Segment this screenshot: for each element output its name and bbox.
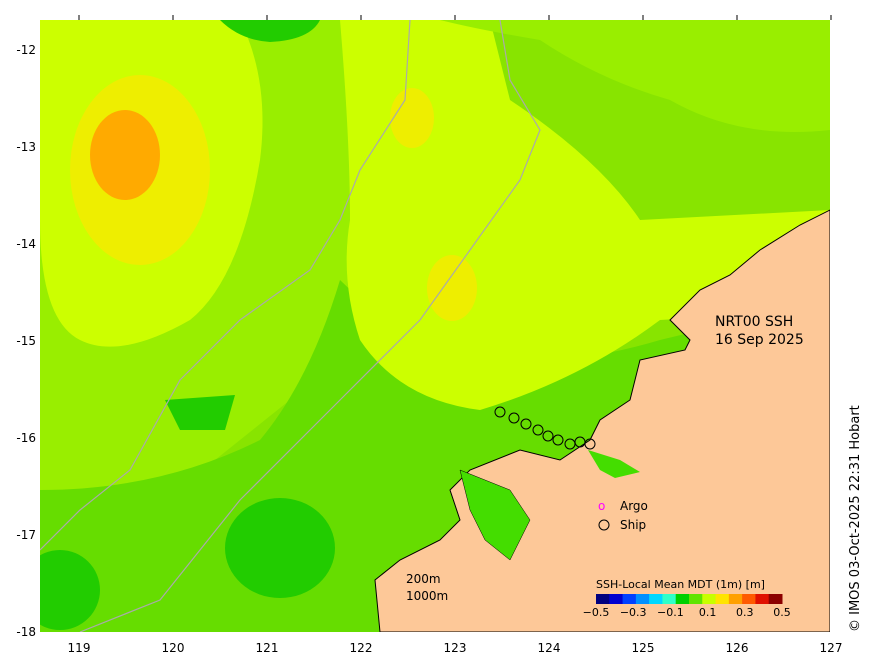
x-tick-label: 121 bbox=[256, 641, 279, 655]
y-tick-label: -17 bbox=[16, 528, 36, 542]
ssh-contour-yellow-small bbox=[427, 255, 477, 321]
colorbar-swatch bbox=[742, 594, 756, 604]
colorbar-tick-label: −0.1 bbox=[657, 606, 684, 619]
ssh-contour-orange bbox=[90, 110, 160, 200]
y-tick-label: -18 bbox=[16, 625, 36, 639]
bathymetry-label-200: 200m bbox=[406, 572, 441, 586]
y-tick-label: -16 bbox=[16, 431, 36, 445]
ship-track bbox=[494, 406, 596, 450]
x-tick-label: 124 bbox=[538, 641, 561, 655]
map-panel: NRT00 SSH 16 Sep 2025 o Argo Ship 200m 1… bbox=[40, 20, 830, 632]
colorbar-swatch bbox=[728, 594, 743, 604]
colorbar-swatch bbox=[689, 594, 703, 604]
colorbar-swatch bbox=[649, 594, 663, 604]
map-title-line2: 16 Sep 2025 bbox=[715, 332, 804, 348]
colorbar-swatch bbox=[662, 594, 677, 604]
ssh-low-north bbox=[220, 20, 320, 42]
platform-legend: o Argo Ship bbox=[598, 499, 648, 532]
colorbar-tick-label: 0.1 bbox=[699, 606, 717, 619]
y-tick-label: -12 bbox=[16, 43, 36, 57]
colorbar-swatch bbox=[675, 594, 690, 604]
y-tick-label: -14 bbox=[16, 237, 36, 251]
ssh-contour-yellow-north bbox=[390, 88, 434, 148]
x-tick-label: 122 bbox=[350, 641, 373, 655]
colorbar-swatch bbox=[702, 594, 717, 604]
ssh-low-mid bbox=[165, 395, 235, 430]
colorbar-swatch bbox=[596, 594, 610, 604]
map-title-line1: NRT00 SSH bbox=[715, 314, 793, 330]
imos-credit: © IMOS 03-Oct-2025 22:31 Hobart bbox=[848, 405, 863, 632]
colorbar-swatch bbox=[768, 594, 783, 604]
bathymetry-label-1000: 1000m bbox=[406, 589, 448, 603]
colorbar-tick-label: −0.3 bbox=[620, 606, 647, 619]
colorbar: −0.5 −0.3 −0.1 0.1 0.3 0.5 bbox=[583, 594, 791, 619]
y-tick-label: -13 bbox=[16, 140, 36, 154]
ssh-low-southwest bbox=[40, 550, 100, 630]
colorbar-title: SSH-Local Mean MDT (1m) [m] bbox=[596, 578, 765, 591]
ship-legend-label: Ship bbox=[620, 518, 646, 532]
ship-marker-icon bbox=[598, 519, 610, 531]
colorbar-tick-label: 0.5 bbox=[773, 606, 791, 619]
ssh-contour-map: NRT00 SSH 16 Sep 2025 o Argo Ship 200m 1… bbox=[40, 20, 830, 632]
gulf-sea bbox=[588, 450, 640, 478]
colorbar-swatch bbox=[755, 594, 770, 604]
argo-legend-label: Argo bbox=[620, 499, 648, 513]
x-tick-label: 126 bbox=[726, 641, 749, 655]
x-tick-label: 119 bbox=[68, 641, 91, 655]
colorbar-swatch bbox=[715, 594, 730, 604]
colorbar-tick-label: −0.5 bbox=[583, 606, 610, 619]
argo-marker-icon: o bbox=[598, 499, 605, 513]
x-tick-label: 123 bbox=[444, 641, 467, 655]
colorbar-swatch bbox=[622, 594, 637, 604]
x-axis: 119 120 121 122 123 124 125 126 127 bbox=[68, 15, 843, 655]
king-sound-sea bbox=[459, 469, 531, 561]
colorbar-tick-label: 0.3 bbox=[736, 606, 754, 619]
ssh-low-south bbox=[225, 498, 335, 598]
bathymetry-1000m bbox=[40, 20, 411, 551]
x-tick-label: 120 bbox=[162, 641, 185, 655]
y-tick-label: -15 bbox=[16, 334, 36, 348]
colorbar-swatch bbox=[635, 594, 650, 604]
x-tick-label: 125 bbox=[632, 641, 655, 655]
y-axis: -12 -13 -14 -15 -16 -17 -18 bbox=[16, 43, 36, 639]
bathymetry-200m bbox=[79, 20, 541, 632]
ssh-anomaly-north-east bbox=[440, 20, 830, 132]
colorbar-swatch bbox=[609, 594, 624, 604]
x-tick-label: 127 bbox=[820, 641, 843, 655]
